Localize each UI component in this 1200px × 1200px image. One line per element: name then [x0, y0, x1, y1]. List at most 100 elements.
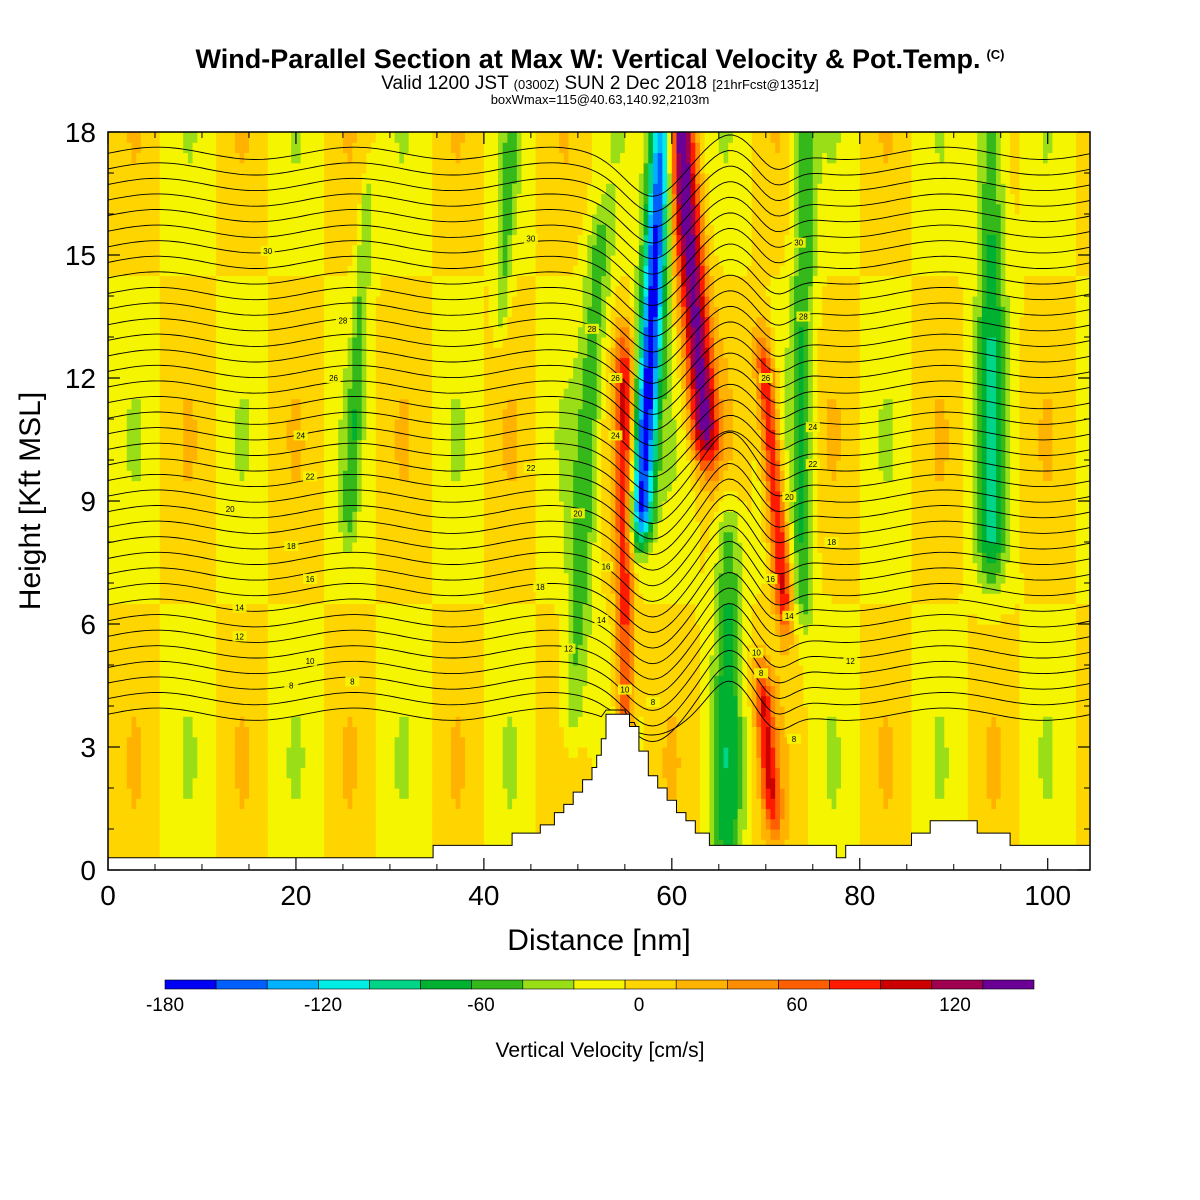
velocity-cell [305, 480, 311, 492]
velocity-cell [197, 695, 203, 707]
velocity-cell [399, 747, 405, 758]
velocity-cell [239, 654, 245, 666]
velocity-cell [225, 736, 231, 748]
velocity-cell [202, 316, 208, 328]
velocity-cell [206, 265, 212, 277]
velocity-cell [281, 521, 288, 533]
velocity-cell [140, 326, 147, 338]
velocity-cell [164, 685, 170, 697]
velocity-cell [230, 706, 236, 717]
velocity-cell [197, 531, 203, 543]
velocity-cell [389, 665, 396, 676]
velocity-cell [145, 388, 151, 400]
velocity-cell [404, 644, 410, 656]
velocity-cell [164, 808, 170, 820]
velocity-cell [267, 275, 274, 287]
velocity-cell [112, 460, 118, 471]
velocity-cell [300, 767, 306, 779]
velocity-cell [352, 152, 358, 164]
velocity-cell [117, 501, 123, 512]
velocity-cell [187, 419, 194, 430]
velocity-cell [418, 603, 424, 615]
velocity-cell [342, 460, 349, 471]
velocity-cell [394, 429, 400, 441]
velocity-cell [150, 665, 156, 676]
velocity-cell [150, 255, 156, 266]
velocity-cell [277, 716, 283, 728]
velocity-cell [145, 767, 151, 779]
velocity-cell [295, 408, 302, 420]
velocity-cell [239, 675, 245, 687]
velocity-cell [295, 255, 302, 266]
velocity-cell [361, 849, 367, 861]
velocity-cell [394, 347, 400, 359]
velocity-cell [159, 214, 165, 225]
velocity-cell [197, 736, 203, 748]
velocity-cell [244, 357, 250, 369]
velocity-cell [150, 644, 156, 656]
velocity-cell [131, 624, 137, 635]
velocity-cell [418, 470, 424, 482]
velocity-cell [314, 624, 320, 635]
velocity-cell [126, 654, 133, 666]
velocity-cell [366, 501, 372, 512]
velocity-cell [310, 357, 316, 369]
velocity-cell [108, 398, 114, 410]
velocity-cell [389, 531, 396, 543]
velocity-cell [178, 460, 184, 471]
velocity-cell [418, 531, 424, 543]
velocity-cell [150, 183, 156, 195]
velocity-cell [197, 347, 203, 359]
velocity-cell [169, 583, 175, 594]
velocity-cell [366, 224, 372, 236]
velocity-cell [126, 788, 133, 799]
velocity-cell [310, 183, 316, 195]
velocity-cell [155, 193, 161, 205]
velocity-cell [305, 552, 311, 564]
velocity-cell [234, 747, 241, 758]
velocity-cell [263, 388, 269, 400]
velocity-cell [169, 275, 175, 287]
velocity-cell [310, 439, 316, 451]
velocity-cell [169, 685, 175, 697]
velocity-cell [394, 203, 400, 215]
velocity-cell [281, 767, 288, 779]
velocity-cell [234, 296, 241, 307]
velocity-cell [361, 706, 367, 717]
velocity-cell [202, 449, 208, 461]
velocity-cell [145, 675, 151, 687]
velocity-cell [427, 234, 433, 246]
velocity-cell [169, 255, 175, 266]
velocity-cell [173, 183, 180, 195]
velocity-cell [361, 203, 367, 215]
velocity-cell [427, 839, 433, 851]
velocity-cell [253, 419, 259, 430]
velocity-cell [225, 572, 231, 584]
velocity-cell [183, 173, 189, 184]
velocity-cell [295, 511, 302, 523]
velocity-cell [347, 142, 353, 154]
velocity-cell [140, 552, 147, 564]
velocity-cell [108, 603, 114, 615]
velocity-cell [112, 439, 118, 451]
velocity-cell [314, 378, 320, 389]
velocity-cell [361, 173, 367, 184]
velocity-cell [263, 747, 269, 758]
velocity-cell [211, 265, 217, 277]
velocity-cell [342, 726, 349, 738]
velocity-cell [310, 306, 316, 318]
velocity-cell [206, 726, 212, 738]
velocity-cell [319, 408, 325, 420]
velocity-cell [277, 583, 283, 594]
velocity-cell [366, 265, 372, 277]
velocity-cell [404, 285, 410, 297]
velocity-cell [361, 767, 367, 779]
velocity-cell [216, 644, 222, 656]
velocity-cell [342, 285, 349, 297]
velocity-cell [258, 419, 264, 430]
velocity-cell [159, 419, 165, 430]
velocity-cell [432, 726, 438, 738]
velocity-cell [249, 613, 255, 625]
velocity-cell [173, 490, 180, 502]
velocity-cell [347, 572, 353, 584]
